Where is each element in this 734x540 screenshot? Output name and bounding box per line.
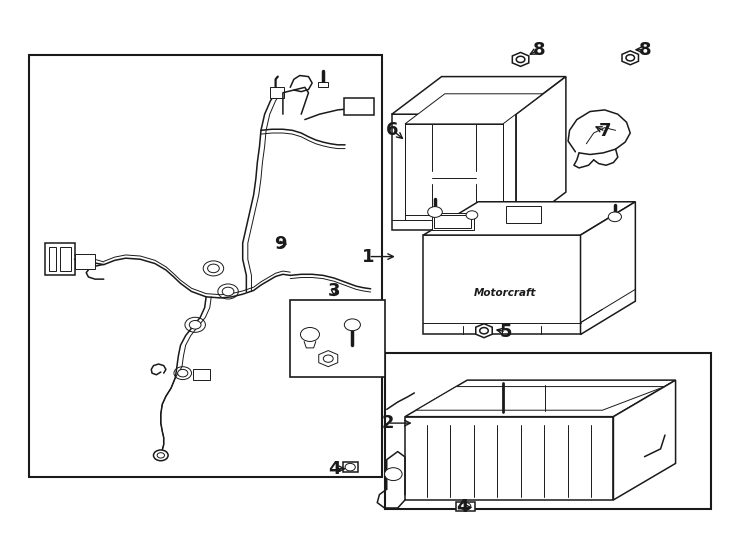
Bar <box>435 215 471 228</box>
Bar <box>193 369 210 380</box>
Bar <box>49 247 57 271</box>
Circle shape <box>323 355 333 362</box>
Polygon shape <box>424 235 581 334</box>
Circle shape <box>626 55 634 61</box>
Bar <box>457 502 475 511</box>
Polygon shape <box>392 114 516 230</box>
Circle shape <box>208 264 219 273</box>
Circle shape <box>461 503 470 510</box>
Polygon shape <box>416 387 664 410</box>
Circle shape <box>385 468 402 481</box>
Polygon shape <box>516 77 566 230</box>
Polygon shape <box>614 380 675 500</box>
Bar <box>343 462 358 472</box>
Polygon shape <box>581 202 636 334</box>
Circle shape <box>189 321 201 329</box>
Polygon shape <box>424 202 636 235</box>
Polygon shape <box>405 94 542 124</box>
Bar <box>290 300 385 377</box>
Bar <box>270 87 283 98</box>
Text: 8: 8 <box>639 40 651 59</box>
Text: Motorcraft: Motorcraft <box>474 288 537 298</box>
Text: 9: 9 <box>275 235 287 253</box>
Bar <box>344 98 374 115</box>
Bar <box>347 323 357 329</box>
Circle shape <box>153 450 168 461</box>
Circle shape <box>480 328 488 334</box>
Bar <box>29 55 382 477</box>
Text: 6: 6 <box>386 122 399 139</box>
Text: 1: 1 <box>362 247 375 266</box>
Text: 5: 5 <box>500 323 512 341</box>
Circle shape <box>222 287 234 296</box>
Circle shape <box>516 56 525 63</box>
Circle shape <box>608 212 622 221</box>
Circle shape <box>345 463 355 471</box>
Bar <box>46 243 75 275</box>
Bar <box>60 247 71 271</box>
Bar <box>432 213 474 230</box>
Circle shape <box>466 211 478 219</box>
Text: 3: 3 <box>328 282 341 300</box>
Text: 4: 4 <box>456 498 468 516</box>
Bar <box>75 254 95 269</box>
Circle shape <box>300 327 319 341</box>
Text: 4: 4 <box>328 460 341 478</box>
Polygon shape <box>392 77 566 114</box>
Polygon shape <box>476 323 493 338</box>
Circle shape <box>157 453 164 458</box>
Polygon shape <box>405 380 675 417</box>
Bar <box>506 206 541 224</box>
Bar <box>318 82 328 87</box>
Circle shape <box>344 319 360 330</box>
Bar <box>385 353 711 509</box>
Circle shape <box>178 369 188 377</box>
Polygon shape <box>405 417 614 500</box>
Text: 7: 7 <box>599 123 611 140</box>
Circle shape <box>428 207 443 218</box>
Polygon shape <box>622 51 639 65</box>
Polygon shape <box>512 52 528 66</box>
Text: 2: 2 <box>381 414 393 432</box>
Text: 8: 8 <box>533 40 545 59</box>
Polygon shape <box>319 350 338 367</box>
